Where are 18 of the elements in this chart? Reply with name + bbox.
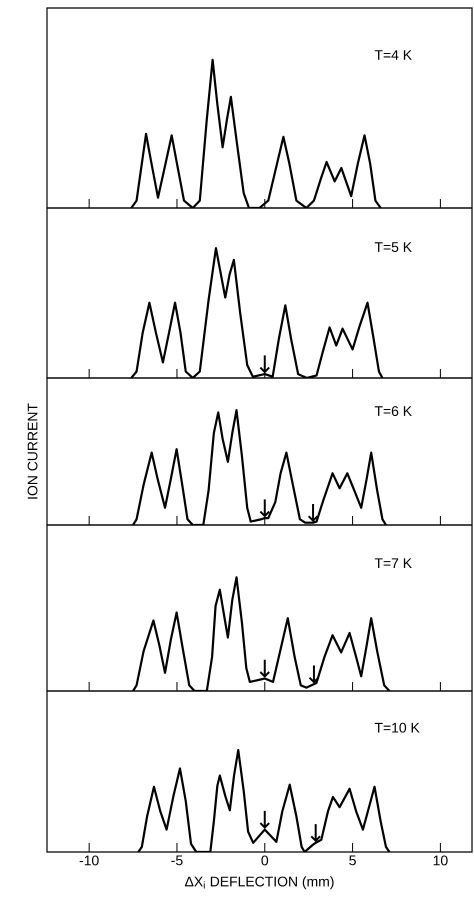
x-tick-label: -5 [171, 856, 183, 866]
annotation: T=6 K [374, 406, 412, 416]
text: T=10 K [374, 722, 420, 733]
annotation: ↓ [260, 660, 270, 678]
annotation: ↓ [308, 504, 318, 522]
annotation: ↓ [260, 499, 270, 517]
annotation: ↓ [310, 824, 321, 842]
x-tick-label: -10 [80, 856, 99, 866]
annotation: ↓ [260, 810, 270, 828]
annotation: T=5 K [374, 242, 412, 252]
x-axis-title: ΔX$_{i}$ DEFLECTION (mm) [184, 876, 334, 890]
y-axis-title: ION CURRENT [28, 403, 38, 499]
annotation: ↓ [260, 355, 270, 373]
x-tick-label: 0 [261, 856, 268, 866]
x-tick-label: 10 [434, 856, 448, 866]
x-tick-label: 5 [349, 856, 356, 866]
text: T=4 K [374, 50, 412, 60]
text: T=7 K [374, 558, 412, 568]
